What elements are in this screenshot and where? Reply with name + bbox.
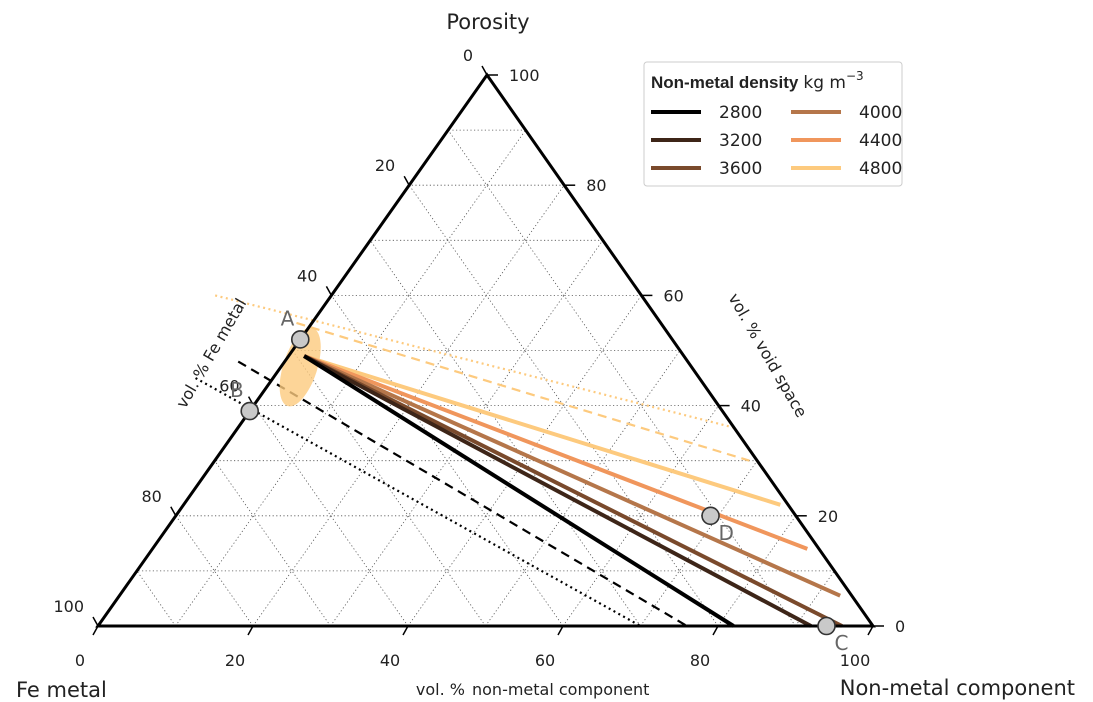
grid-line-fe bbox=[175, 515, 254, 627]
grid-line-nonmetal bbox=[640, 460, 758, 627]
grid-line-nonmetal bbox=[330, 240, 604, 627]
boundary-lower-dashed bbox=[237, 360, 688, 627]
boundary-upper-dashed bbox=[296, 321, 750, 462]
boundary-upper-dotted bbox=[214, 294, 735, 429]
tick-label-bottom: 20 bbox=[225, 651, 245, 670]
density-line-3600 bbox=[303, 354, 843, 628]
tick-mark-left bbox=[481, 65, 488, 76]
points-layer: A B C D bbox=[230, 306, 848, 655]
tick-mark-bottom bbox=[712, 625, 719, 636]
tick-label-left: 80 bbox=[141, 487, 161, 506]
density-line-4800 bbox=[303, 354, 781, 507]
point-a-label: A bbox=[281, 306, 295, 330]
point-d-marker bbox=[701, 506, 720, 526]
grid-line-nonmetal bbox=[717, 515, 797, 627]
tick-mark-left bbox=[403, 175, 410, 186]
grid-line-fe bbox=[369, 240, 641, 627]
axis-label-bottom-prefix: vol. % bbox=[416, 680, 465, 699]
grid-line-fe bbox=[331, 295, 564, 627]
legend-unit: kg m bbox=[803, 73, 846, 93]
tick-label-bottom: 40 bbox=[380, 651, 400, 670]
legend: Non-metal density kg m−3 2800 3200 3600 4000… bbox=[643, 61, 903, 187]
boundary-lines bbox=[195, 294, 750, 627]
tick-mark-bottom bbox=[557, 625, 564, 636]
tick-mark-left bbox=[170, 506, 177, 517]
grid-line-nonmetal bbox=[407, 295, 642, 627]
tick-layer: 0 20 40 60 80 100 0 20 40 60 80 100 0 20 40 60 80 100 bbox=[53, 46, 905, 670]
density-line-3200 bbox=[303, 354, 812, 628]
legend-label-4400: 4400 bbox=[859, 131, 902, 151]
grid-line-fe bbox=[214, 460, 331, 627]
legend-label-2800: 2800 bbox=[719, 103, 762, 123]
legend-label-3200: 3200 bbox=[719, 131, 762, 151]
legend-title-line: Non-metal density kg m−3 bbox=[651, 69, 864, 93]
ellipse-layer bbox=[279, 327, 321, 407]
tick-label-right: 20 bbox=[818, 507, 838, 526]
tick-mark-left bbox=[92, 616, 99, 627]
grid-line-fe bbox=[447, 129, 796, 627]
tick-label-left: 100 bbox=[53, 597, 84, 616]
legend-label-3600: 3600 bbox=[719, 159, 762, 179]
uncertainty-ellipse bbox=[279, 327, 321, 407]
corner-label-porosity: Porosity bbox=[446, 10, 529, 34]
axis-label-bottom: non-metal component bbox=[472, 680, 649, 699]
density-line-2800 bbox=[303, 354, 735, 628]
grid-line-nonmetal bbox=[795, 570, 835, 627]
corner-label-fe-metal: Fe metal bbox=[16, 678, 107, 702]
density-line-4400 bbox=[303, 354, 809, 551]
chart-grid bbox=[136, 129, 835, 627]
tick-label-left: 20 bbox=[375, 156, 395, 175]
tick-mark-bottom bbox=[867, 625, 874, 636]
point-c-marker bbox=[817, 616, 836, 636]
tick-label-right: 40 bbox=[741, 397, 761, 416]
tick-mark-bottom bbox=[402, 625, 409, 636]
tick-label-right: 0 bbox=[895, 617, 905, 636]
legend-label-4800: 4800 bbox=[859, 159, 902, 179]
density-line-4000 bbox=[303, 354, 841, 598]
tick-label-right: 60 bbox=[663, 286, 683, 305]
point-b-marker bbox=[240, 401, 260, 421]
grid-line-fe bbox=[136, 570, 176, 627]
legend-label-4000: 4000 bbox=[859, 103, 902, 123]
tick-label-bottom: 60 bbox=[535, 651, 555, 670]
point-d-label: D bbox=[719, 521, 734, 545]
grid-line-nonmetal bbox=[485, 350, 681, 627]
tick-label-left: 60 bbox=[219, 377, 239, 396]
tick-label-left: 0 bbox=[463, 46, 473, 65]
tick-label-right: 80 bbox=[586, 176, 606, 195]
point-c-label: C bbox=[835, 631, 849, 655]
tick-mark-bottom bbox=[92, 625, 99, 636]
triangle-frame bbox=[95, 72, 876, 628]
tick-label-left: 40 bbox=[297, 266, 317, 285]
grid-line-fe bbox=[253, 405, 409, 627]
corner-label-non-metal: Non-metal component bbox=[840, 676, 1075, 700]
density-lines bbox=[303, 354, 843, 628]
legend-title: Non-metal density bbox=[651, 73, 799, 92]
tick-label-bottom: 80 bbox=[690, 651, 710, 670]
boundary-lower-dotted bbox=[195, 377, 642, 627]
tick-label-right: 100 bbox=[509, 66, 540, 85]
tick-mark-left bbox=[325, 286, 333, 296]
legend-box bbox=[643, 61, 903, 187]
tick-label-bottom: 0 bbox=[75, 651, 85, 670]
legend-unit-exp: −3 bbox=[846, 69, 864, 83]
tick-label-bottom: 100 bbox=[840, 651, 871, 670]
triangle-outline bbox=[95, 72, 876, 628]
tick-mark-bottom bbox=[247, 625, 254, 636]
point-b-label: B bbox=[230, 378, 244, 402]
axis-label-void: vol. % void space bbox=[725, 290, 811, 421]
point-a-marker bbox=[290, 330, 310, 349]
